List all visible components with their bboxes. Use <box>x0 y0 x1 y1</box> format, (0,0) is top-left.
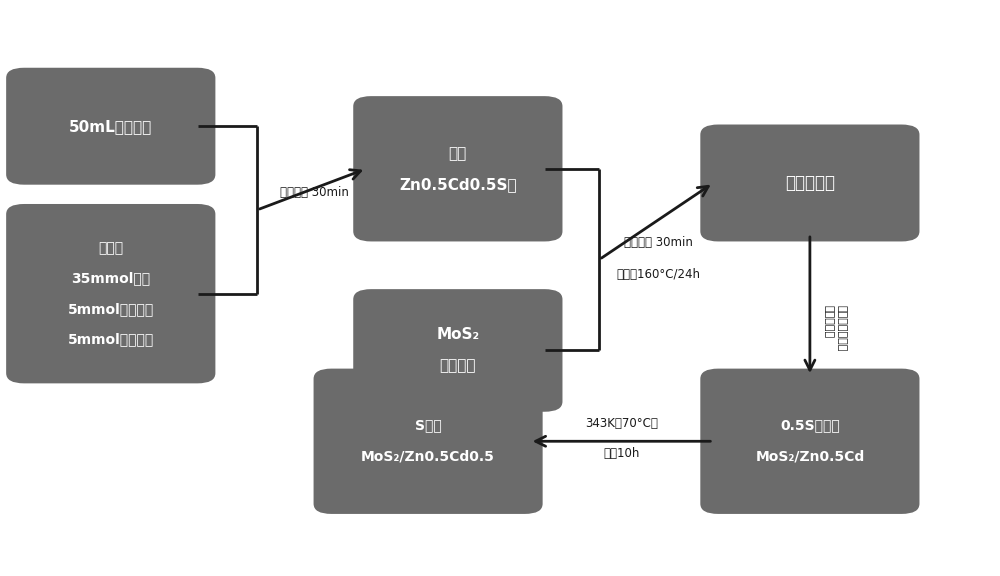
Text: Zn0.5Cd0.5S固: Zn0.5Cd0.5S固 <box>399 177 517 192</box>
Text: 343K（70°C）: 343K（70°C） <box>585 417 658 430</box>
FancyBboxPatch shape <box>6 204 215 384</box>
FancyBboxPatch shape <box>314 369 543 514</box>
Text: MoS₂: MoS₂ <box>436 327 479 342</box>
Text: 50mL无水乙醇: 50mL无水乙醇 <box>69 119 152 134</box>
Text: 离心，洗涤，乙
醇超声分散: 离心，洗涤，乙 醇超声分散 <box>823 305 846 351</box>
Text: 产物悬浊液: 产物悬浊液 <box>785 174 835 192</box>
Text: 磁力搅拌 30min: 磁力搅拌 30min <box>624 236 693 249</box>
FancyBboxPatch shape <box>700 369 919 514</box>
Text: 反应釜160°C/24h: 反应釜160°C/24h <box>617 268 701 281</box>
Text: 5mmol醋酸镉，: 5mmol醋酸镉， <box>68 302 154 316</box>
Text: 溶体: 溶体 <box>449 146 467 161</box>
Text: 0.5S固溶体: 0.5S固溶体 <box>780 419 840 433</box>
FancyBboxPatch shape <box>353 96 562 241</box>
Text: 一定量的: 一定量的 <box>440 358 476 374</box>
Text: 磁力搅拌 30min: 磁力搅拌 30min <box>280 185 349 199</box>
FancyBboxPatch shape <box>353 289 562 412</box>
Text: 35mmol硫代: 35mmol硫代 <box>71 271 150 285</box>
FancyBboxPatch shape <box>6 68 215 185</box>
Text: 5mmol醋酸锌，: 5mmol醋酸锌， <box>68 332 154 347</box>
Text: MoS₂/Zn0.5Cd0.5: MoS₂/Zn0.5Cd0.5 <box>361 450 495 464</box>
Text: MoS₂/Zn0.5Cd: MoS₂/Zn0.5Cd <box>755 450 865 464</box>
Text: 乙酰胺: 乙酰胺 <box>98 241 123 255</box>
Text: 干燥10h: 干燥10h <box>603 447 640 460</box>
Text: S固体: S固体 <box>415 419 441 433</box>
FancyBboxPatch shape <box>700 124 919 241</box>
